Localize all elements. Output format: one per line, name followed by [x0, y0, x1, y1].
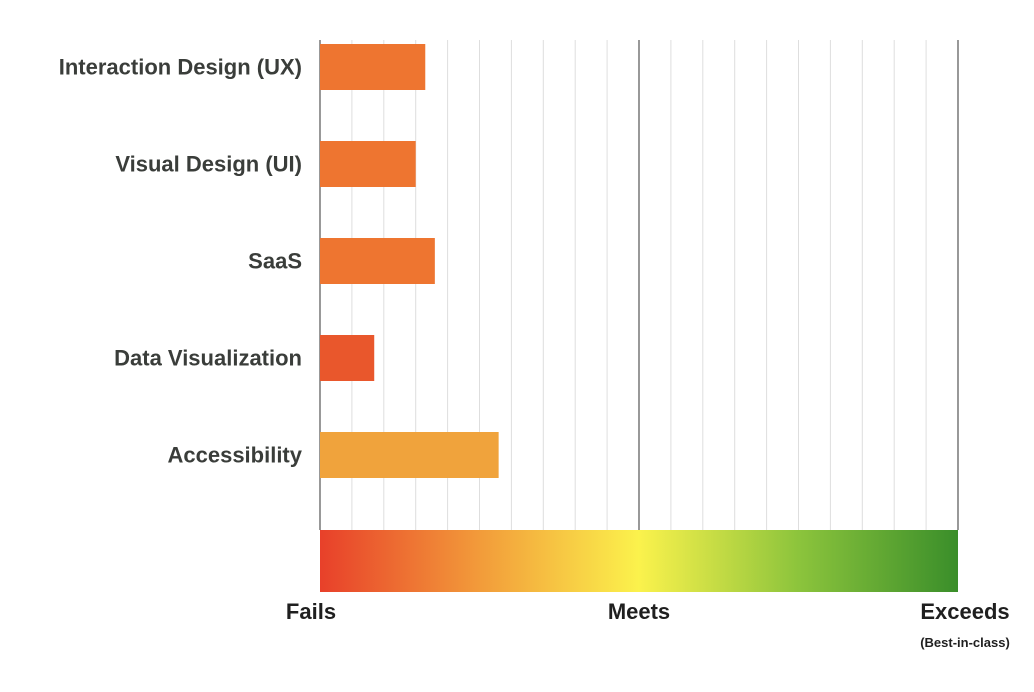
rating-gradient-bar — [320, 530, 958, 592]
bar — [320, 141, 416, 187]
rating-scale: Fails Meets Exceeds (Best-in-class) — [286, 530, 1010, 650]
scale-label-meets: Meets — [608, 599, 670, 624]
category-labels: Interaction Design (UX) Visual Design (UI… — [59, 55, 303, 468]
scale-label-exceeds-note: (Best-in-class) — [920, 635, 1010, 650]
bar — [320, 335, 375, 381]
category-label: Interaction Design (UX) — [59, 55, 302, 80]
grid-lines — [319, 40, 959, 530]
scale-label-exceeds: Exceeds — [920, 599, 1009, 624]
bar — [320, 238, 435, 284]
bar — [320, 44, 426, 90]
category-label: Accessibility — [167, 443, 302, 468]
bars — [320, 44, 499, 478]
category-label: Visual Design (UI) — [115, 152, 302, 177]
category-label: Data Visualization — [114, 346, 302, 371]
bar — [320, 432, 499, 478]
category-label: SaaS — [248, 249, 302, 274]
scale-label-fails: Fails — [286, 599, 336, 624]
